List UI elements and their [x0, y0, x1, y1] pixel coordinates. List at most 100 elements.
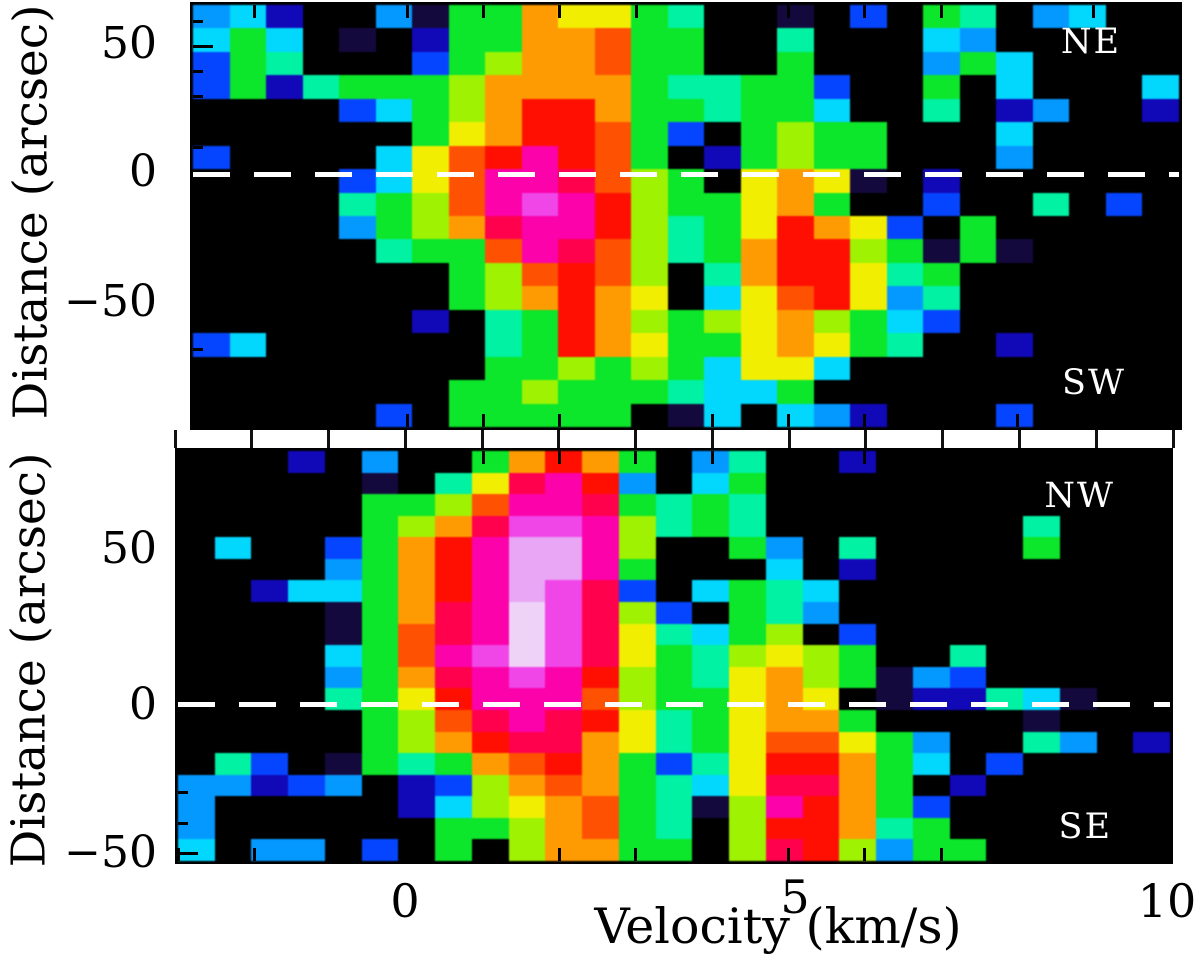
heatmap-cell	[1069, 192, 1106, 216]
heatmap-cell	[288, 451, 325, 473]
heatmap-cell	[339, 309, 376, 334]
heatmap-cell	[1096, 451, 1134, 473]
heatmap-cell	[986, 645, 1024, 667]
heatmap-cell	[765, 774, 803, 797]
heatmap-cell	[850, 309, 887, 334]
heatmap-cell	[1105, 403, 1143, 427]
heatmap-cell	[850, 380, 887, 404]
heatmap-cell	[655, 753, 693, 775]
heatmap-cell	[214, 753, 252, 775]
heatmap-cell	[923, 145, 960, 170]
heatmap-cell	[729, 558, 766, 581]
heatmap-cell	[886, 98, 924, 123]
heatmap-cell	[485, 192, 522, 216]
heatmap-cell	[618, 558, 656, 581]
heatmap-cell	[508, 451, 546, 473]
y-axis-tick	[178, 699, 198, 703]
heatmap-cell	[594, 216, 632, 240]
heatmap-cell	[193, 145, 230, 170]
heatmap-cell	[1105, 262, 1143, 287]
heatmap-cell	[1059, 709, 1097, 732]
heatmap-cell	[471, 709, 509, 732]
heatmap-cell	[618, 515, 656, 538]
heatmap-cell	[1032, 192, 1070, 216]
heatmap-cell	[886, 5, 924, 29]
heatmap-cell	[229, 122, 267, 146]
heatmap-cell	[1059, 666, 1097, 689]
heatmap-cell	[802, 515, 840, 538]
heatmap-cell	[692, 515, 730, 538]
heatmap-cell	[1023, 753, 1060, 775]
heatmap-cell	[339, 75, 376, 99]
heatmap-cell	[302, 192, 340, 216]
heatmap-cell	[839, 796, 877, 818]
heatmap-cell	[339, 216, 376, 240]
heatmap-cell	[435, 774, 472, 797]
heatmap-cell	[471, 602, 509, 624]
heatmap-cell	[361, 645, 399, 667]
heatmap-cell	[1133, 558, 1170, 581]
heatmap-cell	[193, 75, 230, 99]
heatmap-cell	[508, 796, 546, 818]
heatmap-cell	[1133, 839, 1170, 861]
heatmap-cell	[631, 145, 668, 170]
heatmap-cell	[302, 98, 340, 123]
heatmap-cell	[704, 51, 741, 76]
heatmap-cell	[521, 380, 559, 404]
heatmap-cell	[618, 817, 656, 840]
heatmap-cell	[923, 75, 960, 99]
heatmap-cell	[740, 75, 778, 99]
heatmap-cell	[839, 472, 877, 495]
y-axis-tick	[193, 272, 203, 276]
heatmap-cell	[1105, 98, 1143, 123]
heatmap-cell	[1133, 796, 1170, 818]
heatmap-cell	[839, 709, 877, 732]
heatmap-cell	[1069, 51, 1106, 76]
heatmap-cell	[214, 623, 252, 646]
heatmap-cell	[339, 403, 376, 427]
heatmap-cell	[959, 75, 997, 99]
heatmap-cell	[471, 645, 509, 667]
heatmap-cell	[1105, 333, 1143, 357]
heatmap-cell	[485, 145, 522, 170]
x-axis-tick	[1015, 5, 1019, 18]
y-axis-tick	[193, 120, 203, 124]
heatmap-cell	[398, 558, 436, 581]
heatmap-cell	[1023, 839, 1060, 861]
heatmap-cell	[193, 5, 230, 29]
heatmap-cell	[288, 731, 325, 754]
heatmap-cell	[765, 753, 803, 775]
heatmap-cell	[594, 192, 632, 216]
heatmap-cell	[251, 666, 289, 689]
ytick-label-top-0: 0	[129, 146, 157, 197]
heatmap-cell	[949, 839, 987, 861]
heatmap-cell	[839, 666, 877, 689]
heatmap-cell	[582, 537, 619, 559]
heatmap-cell	[1133, 666, 1170, 689]
heatmap-cell	[876, 709, 913, 732]
heatmap-cell	[448, 145, 486, 170]
heatmap-cell	[324, 709, 362, 732]
heatmap-cell	[1142, 98, 1179, 123]
x-axis-tick	[863, 5, 867, 18]
heatmap-cell	[850, 75, 887, 99]
heatmap-cell	[959, 262, 997, 287]
heatmap-cell	[839, 494, 877, 516]
heatmap-cell	[229, 145, 267, 170]
heatmap-cell	[288, 839, 325, 861]
heatmap-cell	[582, 817, 619, 840]
heatmap-bottom	[178, 451, 1170, 861]
heatmap-cell	[508, 709, 546, 732]
heatmap-cell	[813, 309, 851, 334]
heatmap-cell	[886, 51, 924, 76]
heatmap-cell	[996, 28, 1033, 52]
heatmap-cell	[802, 666, 840, 689]
heatmap-cell	[361, 537, 399, 559]
heatmap-cell	[1133, 731, 1170, 754]
heatmap-cell	[813, 122, 851, 146]
heatmap-cell	[1096, 494, 1134, 516]
heatmap-cell	[582, 472, 619, 495]
heatmap-cell	[1133, 709, 1170, 732]
heatmap-cell	[1133, 774, 1170, 797]
heatmap-cell	[361, 709, 399, 732]
